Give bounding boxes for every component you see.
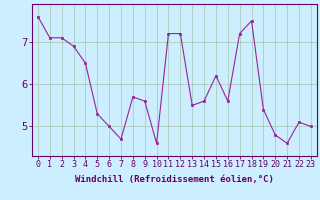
X-axis label: Windchill (Refroidissement éolien,°C): Windchill (Refroidissement éolien,°C) (75, 175, 274, 184)
